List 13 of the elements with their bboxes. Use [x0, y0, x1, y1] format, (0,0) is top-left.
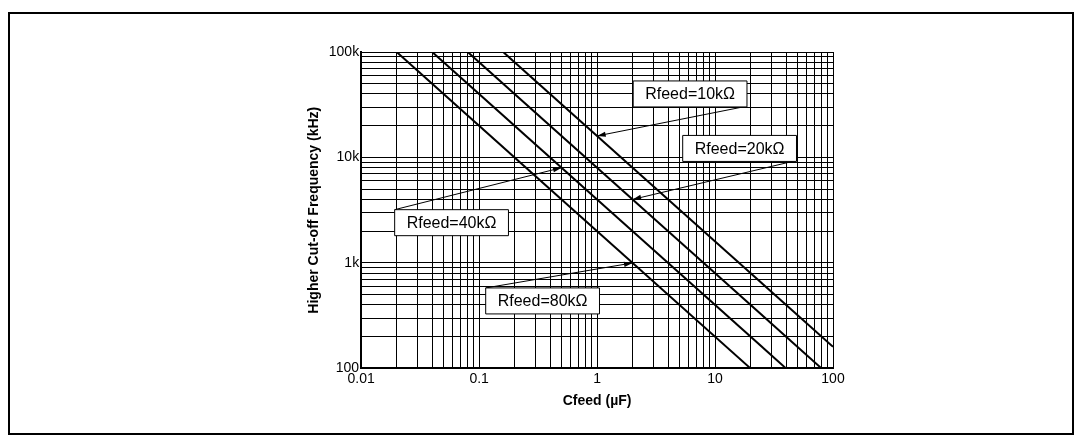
y-tick-label: 10k: [336, 148, 361, 165]
annotation: Rfeed=10kΩ: [645, 85, 736, 103]
y-tick-label: 1k: [344, 253, 361, 270]
annotation: Rfeed=20kΩ: [694, 139, 785, 157]
y-tick-label: 100k: [328, 42, 361, 59]
y-axis-title: Higher Cut-off Frequency (kHz): [305, 106, 322, 314]
annotation: Rfeed=40kΩ: [406, 214, 497, 232]
x-tick-label: 100: [821, 369, 845, 386]
x-axis-title: Cfeed (µF): [562, 392, 632, 409]
x-tick-label: 1: [593, 369, 602, 386]
annotation: Rfeed=80kΩ: [497, 292, 588, 310]
x-tick-label: 0.1: [469, 369, 490, 386]
x-tick-label: 10: [707, 369, 724, 386]
